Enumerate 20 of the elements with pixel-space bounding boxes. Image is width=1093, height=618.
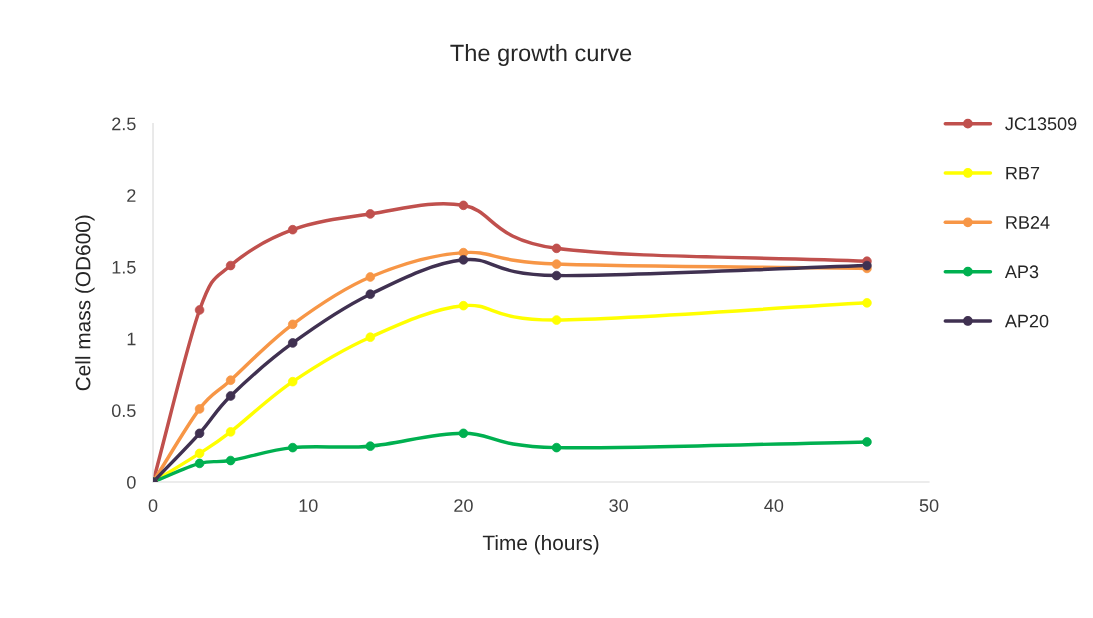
legend-label: AP20 [1004,314,1049,328]
x-tick-label: 0 [148,499,158,512]
y-tick-label: 1.5 [112,261,136,274]
x-tick-label: 30 [609,499,628,512]
legend-label: JC13509 [1005,117,1077,131]
y-tick-label: 0 [127,475,136,489]
x-axis-title: Time (hours) [482,534,599,555]
x-tick-label: 10 [299,499,318,512]
y-tick-label: 2 [127,189,136,202]
y-tick-label: 1 [127,332,136,346]
legend-label: AP3 [1004,265,1039,279]
y-axis-title: Cell mass (OD600) [75,215,95,391]
legend-label: RB7 [1006,166,1040,180]
x-tick-label: 20 [454,499,473,512]
y-tick-label: 0.5 [111,404,136,418]
chart-title: The growth curve [450,43,632,66]
x-tick-label: 40 [764,499,784,512]
legend-label: RB24 [1006,216,1050,229]
x-tick-label: 50 [919,499,939,512]
y-tick-label: 2.5 [112,117,136,131]
